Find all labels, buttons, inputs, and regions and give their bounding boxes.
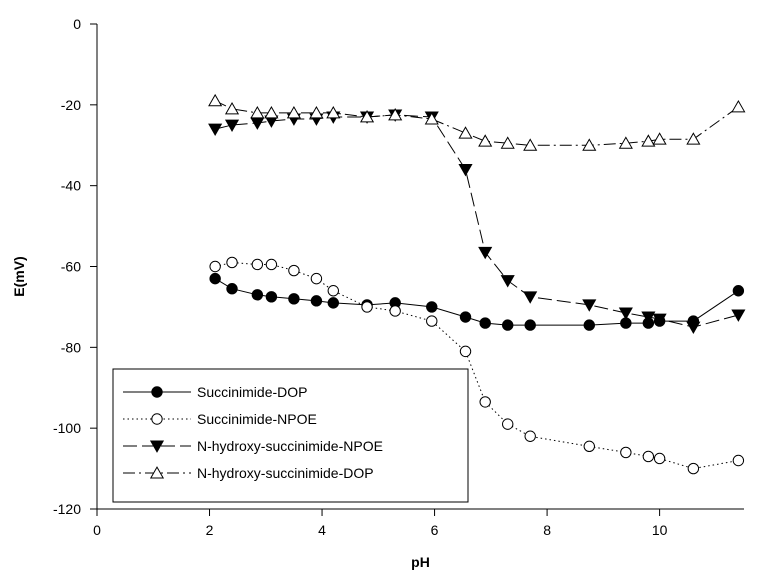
data-point (209, 260, 221, 273)
data-point (265, 258, 278, 271)
data-point (502, 418, 514, 430)
x-tick-label: 2 (206, 522, 214, 538)
x-axis-title: pH (411, 554, 430, 570)
data-point (309, 106, 324, 119)
legend-marker (149, 440, 165, 453)
data-point (310, 272, 323, 285)
y-axis-ticks: 0 -20 -40 -60 -80 -100 -120 (53, 16, 97, 517)
data-point (326, 106, 341, 119)
data-point (426, 301, 438, 313)
legend-label: Succinimide-DOP (197, 384, 307, 400)
data-point (732, 454, 745, 467)
x-axis-ticks: 0 2 4 6 8 10 (93, 509, 668, 538)
data-point (208, 123, 223, 136)
data-point (641, 134, 656, 147)
data-point (500, 275, 515, 288)
data-point (642, 450, 655, 463)
data-point (310, 295, 323, 307)
data-point (208, 93, 223, 107)
data-point (389, 305, 401, 317)
data-point (265, 291, 278, 303)
data-point (618, 136, 633, 149)
data-point (226, 283, 238, 295)
data-point (583, 319, 595, 331)
data-point (502, 319, 514, 331)
y-tick-label: 0 (73, 16, 81, 32)
data-point (359, 110, 375, 123)
legend: Succinimide-DOP Succinimide-NPOE N-hydroxy… (112, 368, 469, 503)
data-point (224, 119, 240, 132)
data-point (286, 106, 301, 119)
data-point (687, 462, 700, 475)
data-point (479, 317, 491, 329)
data-point (264, 106, 279, 119)
y-tick-label: -80 (61, 339, 81, 355)
data-point (686, 321, 701, 335)
x-tick-label: 10 (652, 522, 668, 538)
data-point (500, 136, 515, 149)
data-point (686, 132, 701, 145)
series-line (214, 100, 739, 146)
x-tick-label: 8 (543, 522, 551, 538)
data-point (458, 164, 473, 177)
legend-label: Succinimide-NPOE (197, 411, 317, 427)
legend-label: N-hydroxy-succinimide-NPOE (197, 438, 383, 454)
data-point (288, 264, 300, 277)
data-point (582, 138, 597, 151)
legend-box (112, 368, 469, 503)
series-1 (209, 272, 745, 331)
data-point (424, 112, 439, 125)
data-point (524, 430, 536, 442)
x-tick-label: 0 (93, 522, 101, 538)
data-point (583, 440, 595, 453)
data-point (361, 301, 373, 313)
data-point (653, 452, 666, 465)
plot-area (96, 24, 746, 510)
data-point (479, 396, 491, 408)
data-point (478, 134, 493, 147)
x-tick-label: 4 (318, 522, 326, 538)
data-point (732, 285, 745, 297)
data-point (652, 132, 667, 145)
data-point (731, 99, 746, 113)
legend-marker (149, 466, 165, 479)
data-point (618, 307, 633, 320)
data-point (209, 272, 221, 285)
legend-label: N-hydroxy-succinimide-DOP (197, 465, 374, 481)
data-point (288, 293, 300, 305)
y-tick-label: -120 (53, 501, 81, 517)
data-point (426, 315, 438, 327)
data-point (388, 108, 403, 121)
data-point (582, 299, 597, 312)
data-point (251, 289, 264, 301)
data-point (459, 345, 472, 358)
series-4 (208, 93, 746, 151)
data-point (523, 138, 538, 151)
data-point (652, 313, 667, 326)
data-point (224, 101, 240, 115)
y-tick-label: -60 (61, 259, 81, 275)
data-point (641, 311, 656, 324)
data-point (458, 126, 473, 139)
y-axis-title: E(mV) (11, 256, 27, 296)
y-tick-label: -40 (61, 178, 81, 194)
data-point (731, 309, 746, 322)
data-point (327, 297, 339, 309)
data-point (327, 285, 339, 297)
data-point (251, 258, 264, 271)
series-2 (209, 256, 745, 475)
x-tick-label: 6 (431, 522, 439, 538)
data-point (226, 256, 238, 269)
legend-marker (151, 386, 163, 398)
data-point (459, 311, 472, 323)
data-point (620, 446, 632, 459)
y-tick-label: -20 (61, 97, 81, 113)
data-point (478, 246, 493, 260)
data-point (250, 106, 265, 119)
legend-marker (151, 413, 163, 425)
y-tick-label: -100 (53, 420, 81, 436)
data-point (524, 319, 536, 331)
data-point (523, 291, 538, 304)
